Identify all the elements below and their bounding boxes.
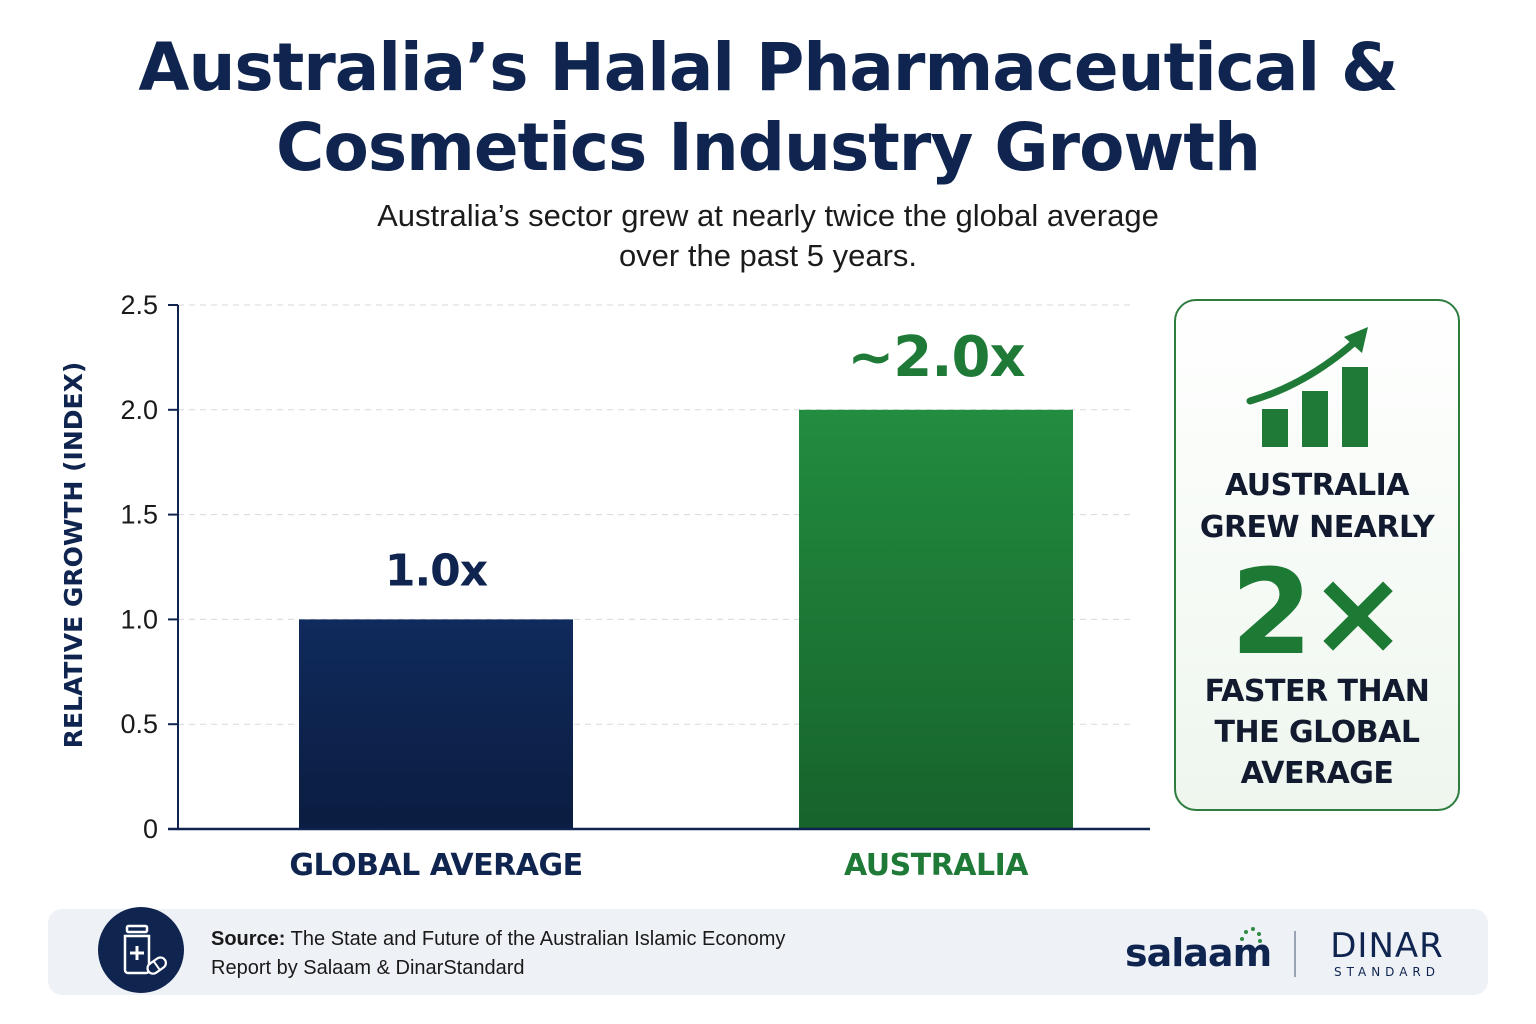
salaam-logo-dots-icon	[1240, 927, 1262, 943]
source-citation: Source: The State and Future of the Aust…	[211, 925, 911, 983]
bar	[799, 409, 1073, 829]
bar	[299, 619, 573, 829]
callout-text-top: AUSTRALIA GREW NEARLY	[1176, 465, 1458, 549]
y-axis-title: RELATIVE GROWTH (INDEX)	[59, 362, 88, 749]
labels: 1.0x GLOBAL AVERAGE ~2.0x AUSTRALIA	[289, 325, 1029, 883]
logo-divider	[1294, 931, 1296, 977]
y-tick-label: 0	[143, 814, 158, 844]
chart-subtitle-line2: over the past 5 years.	[618, 238, 918, 273]
bar-value-label: ~2.0x	[847, 325, 1025, 390]
bar-chart: 0 0.5 1.0 1.5 2.0 2.5 1.0x GLOBAL AVERAGE ~2.0x…	[59, 290, 1150, 883]
dinar-logo-standard: STANDARD	[1333, 965, 1441, 979]
y-tick-label: 2.5	[120, 290, 158, 320]
x-category-label: AUSTRALIA	[844, 848, 1029, 883]
callout-line2c: AVERAGE	[1240, 756, 1394, 791]
y-tick-label: 0.5	[120, 709, 158, 739]
callout-line1b: GREW NEARLY	[1199, 510, 1435, 545]
growth-chart-arrow-icon	[1246, 327, 1368, 447]
source-footer: Source: The State and Future of the Aust…	[48, 907, 1488, 995]
bars	[299, 409, 1073, 829]
chart-subtitle: Australia’s sector grew at nearly twice …	[0, 196, 1536, 276]
callout-line2b: THE GLOBAL	[1214, 715, 1420, 750]
callout-line2a: FASTER THAN	[1204, 674, 1430, 709]
medicine-bottle-pills-icon	[98, 907, 184, 993]
salaam-logo: salaam	[1125, 931, 1272, 975]
x-category-label: GLOBAL AVERAGE	[289, 848, 582, 883]
chart-subtitle-line1: Australia’s sector grew at nearly twice …	[377, 198, 1159, 233]
callout-text-bottom: FASTER THAN THE GLOBAL AVERAGE	[1176, 671, 1458, 794]
callout-box: AUSTRALIA GREW NEARLY 2× FASTER THAN THE…	[1174, 299, 1460, 811]
callout-line1a: AUSTRALIA	[1224, 468, 1410, 503]
y-tick-label: 1.0	[120, 604, 158, 634]
chart-title: Australia’s Halal Pharmaceutical & Cosme…	[0, 28, 1536, 188]
chart-title-line1: Australia’s Halal Pharmaceutical &	[138, 29, 1398, 106]
y-tick-label: 1.5	[120, 500, 158, 530]
source-text-line2: Report by Salaam & DinarStandard	[211, 957, 525, 979]
callout-big-number: 2×	[1230, 543, 1408, 681]
y-tick-label: 2.0	[120, 395, 158, 425]
source-text-line1: The State and Future of the Australian I…	[290, 928, 786, 950]
chart-title-line2: Cosmetics Industry Growth	[276, 109, 1261, 186]
source-label: Source:	[211, 928, 286, 950]
y-axis-ticks: 0 0.5 1.0 1.5 2.0 2.5	[120, 290, 178, 844]
dinar-logo: DINAR	[1330, 926, 1444, 966]
bar-value-label: 1.0x	[385, 545, 488, 596]
